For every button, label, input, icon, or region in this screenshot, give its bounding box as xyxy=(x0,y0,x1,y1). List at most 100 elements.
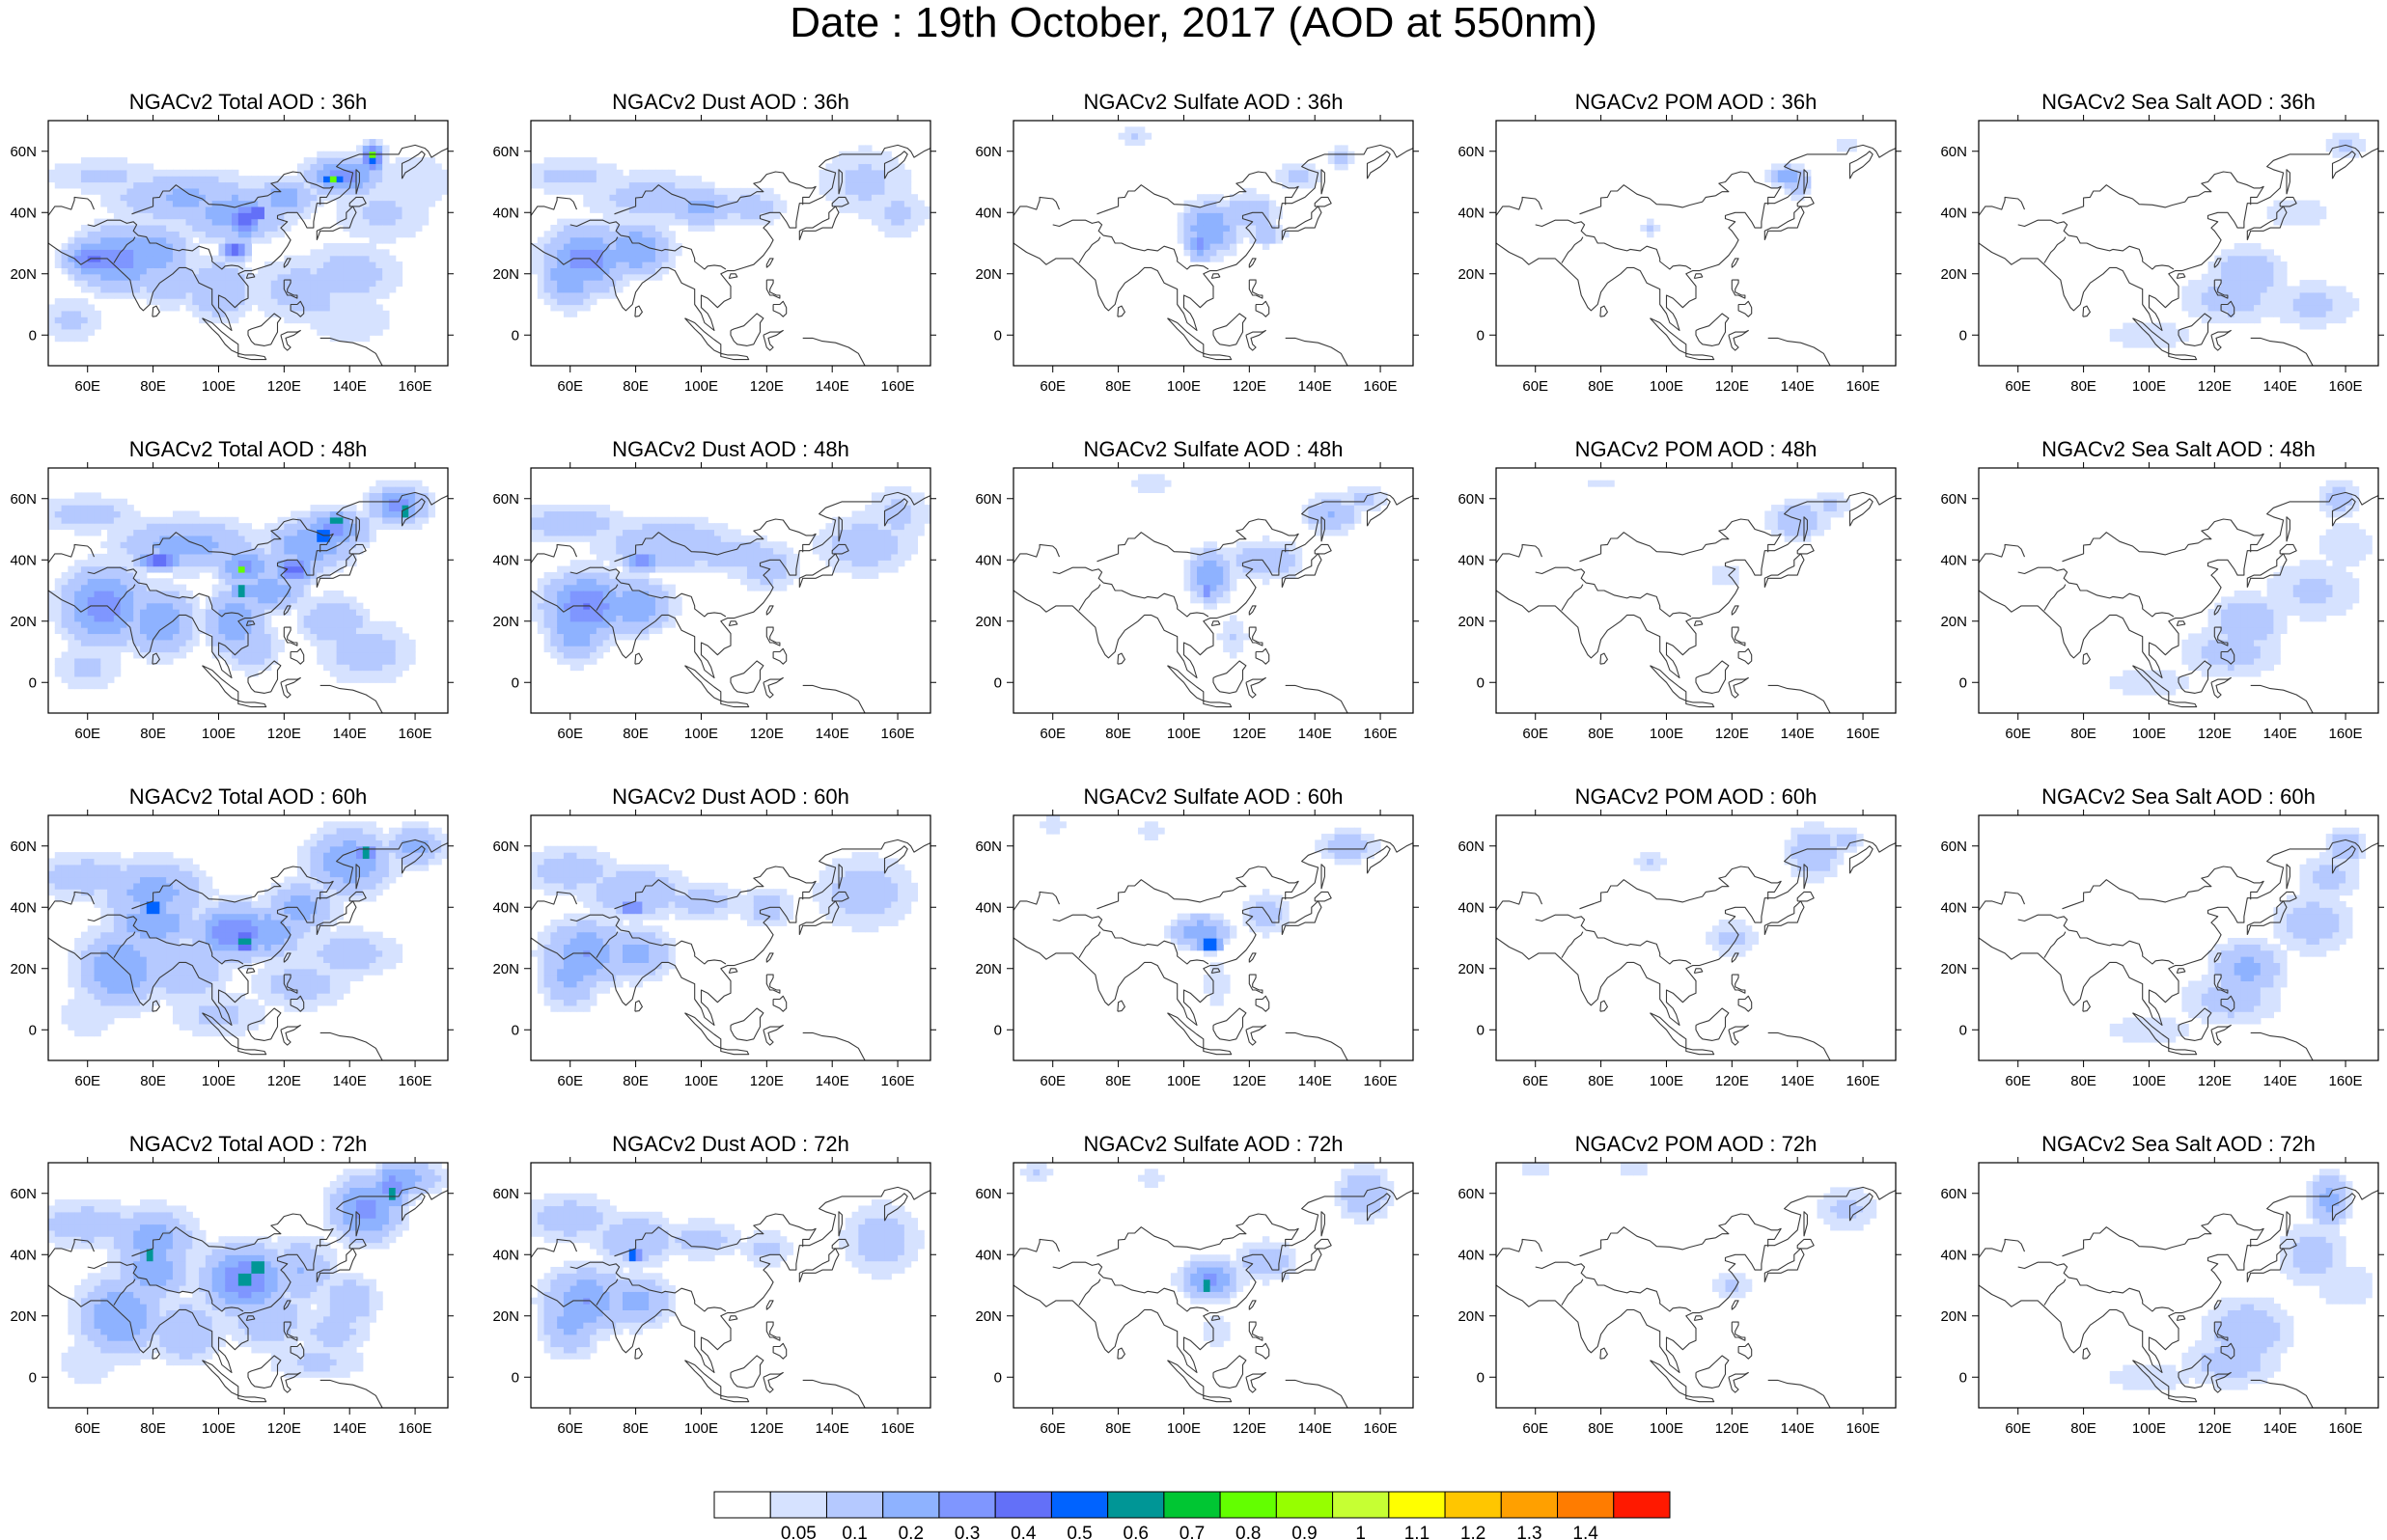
lat-tick-label: 40N xyxy=(1457,205,1485,221)
map-frame xyxy=(47,814,449,1061)
colorbar-label: 0.8 xyxy=(1235,1524,1261,1540)
colorbar-label: 0.05 xyxy=(781,1524,817,1540)
map-panel-dust-36h: NGACv2 Dust AOD : 36h 60E 80E 100E 120E 140E 1… xyxy=(492,90,936,395)
lon-tick-label: 60E xyxy=(74,1073,100,1089)
coastlines xyxy=(48,1186,448,1408)
lon-tick-label: 140E xyxy=(1781,1073,1815,1089)
lon-tick-label: 120E xyxy=(750,1073,784,1089)
lon-tick-label: 140E xyxy=(1298,378,1332,395)
lon-tick-label: 160E xyxy=(881,378,915,395)
panel-title: NGACv2 Total AOD : 48h xyxy=(129,437,368,461)
panel-title: NGACv2 Total AOD : 36h xyxy=(129,90,368,114)
lon-tick-label: 160E xyxy=(1364,378,1398,395)
colorbar-label: 1.2 xyxy=(1460,1524,1485,1540)
lat-tick-label: 0 xyxy=(994,1022,1002,1038)
map-panel-seasalt-48h: NGACv2 Sea Salt AOD : 48h 60E 80E 100E 120E 1… xyxy=(1940,437,2384,742)
colorbar-label: 0.6 xyxy=(1124,1524,1149,1540)
colorbar-label: 0.9 xyxy=(1291,1524,1317,1540)
lon-tick-label: 60E xyxy=(74,378,100,395)
colorbar-label: 0.2 xyxy=(899,1524,924,1540)
lon-tick-label: 120E xyxy=(2198,1420,2232,1437)
map-frame xyxy=(530,467,931,714)
coastlines xyxy=(1013,491,1413,713)
lat-tick-label: 20N xyxy=(1940,614,1967,630)
lat-tick-label: 60N xyxy=(1940,491,1967,508)
panel-title: NGACv2 Sulfate AOD : 36h xyxy=(1083,90,1343,114)
lon-tick-label: 100E xyxy=(202,726,236,742)
lat-tick-label: 20N xyxy=(975,1308,1002,1325)
aod-field xyxy=(531,1193,925,1360)
lon-tick-label: 100E xyxy=(1650,1420,1683,1437)
lon-tick-label: 60E xyxy=(1522,1420,1548,1437)
lon-tick-label: 100E xyxy=(202,1073,236,1089)
aod-field xyxy=(48,821,448,1037)
lon-tick-label: 80E xyxy=(2070,1420,2096,1437)
lat-tick-label: 40N xyxy=(1940,552,1967,568)
lon-tick-label: 80E xyxy=(1588,1420,1614,1437)
lon-tick-label: 60E xyxy=(1040,726,1066,742)
aod-field xyxy=(2109,827,2367,1043)
lon-tick-label: 120E xyxy=(1715,1420,1749,1437)
coastlines xyxy=(1013,1186,1413,1408)
panel-title: NGACv2 Sea Salt AOD : 72h xyxy=(2041,1132,2316,1156)
lat-tick-label: 0 xyxy=(1477,1369,1485,1386)
aod-field xyxy=(48,480,436,690)
aod-field xyxy=(1522,1163,1877,1299)
lon-tick-label: 120E xyxy=(2198,1073,2232,1089)
lon-tick-label: 100E xyxy=(1650,1073,1683,1089)
map-frame xyxy=(47,1162,449,1409)
aod-field xyxy=(531,486,930,672)
lat-tick-label: 40N xyxy=(1457,552,1485,568)
aod-field xyxy=(531,845,919,1012)
lon-tick-label: 80E xyxy=(140,378,166,395)
lon-tick-label: 120E xyxy=(1233,1073,1266,1089)
map-panel-seasalt-72h: NGACv2 Sea Salt AOD : 72h 60E 80E 100E 120E 1… xyxy=(1940,1132,2384,1437)
colorbar-cell xyxy=(938,1491,996,1519)
lon-tick-label: 80E xyxy=(140,726,166,742)
coastlines xyxy=(1496,839,1896,1060)
map-panel-total-72h: NGACv2 Total AOD : 72h 60E 80E 100E 120E 140E… xyxy=(10,1132,454,1437)
lon-tick-label: 120E xyxy=(267,726,301,742)
lon-tick-label: 100E xyxy=(1650,378,1683,395)
lon-tick-label: 120E xyxy=(1233,378,1266,395)
lon-tick-label: 60E xyxy=(557,378,583,395)
lon-tick-label: 60E xyxy=(74,726,100,742)
lon-tick-label: 60E xyxy=(1040,1420,1066,1437)
lon-tick-label: 100E xyxy=(2132,726,2166,742)
lon-tick-label: 100E xyxy=(1167,726,1201,742)
lon-tick-label: 100E xyxy=(684,726,718,742)
lat-tick-label: 0 xyxy=(29,1022,37,1038)
map-panel-sulfate-36h: NGACv2 Sulfate AOD : 36h 60E 80E 100E 120E 14… xyxy=(975,90,1419,395)
lon-tick-label: 140E xyxy=(333,378,367,395)
colorbar-cell xyxy=(1163,1491,1221,1519)
colorbar-cell xyxy=(1275,1491,1334,1519)
lat-tick-label: 40N xyxy=(975,552,1002,568)
lon-tick-label: 80E xyxy=(2070,1073,2096,1089)
colorbar-cell xyxy=(994,1491,1052,1519)
lat-tick-label: 0 xyxy=(512,674,519,691)
lon-tick-label: 160E xyxy=(399,1073,432,1089)
lon-tick-label: 160E xyxy=(1846,1073,1880,1089)
lon-tick-label: 160E xyxy=(1364,1420,1398,1437)
map-frame xyxy=(530,814,931,1061)
lat-tick-label: 60N xyxy=(975,1186,1002,1202)
lon-tick-label: 160E xyxy=(399,726,432,742)
lon-tick-label: 100E xyxy=(1167,1073,1201,1089)
lon-tick-label: 140E xyxy=(333,1073,367,1089)
lat-tick-label: 20N xyxy=(1940,961,1967,977)
lon-tick-label: 140E xyxy=(1781,378,1815,395)
lat-tick-label: 40N xyxy=(492,552,519,568)
lon-tick-label: 160E xyxy=(2329,1420,2363,1437)
lat-tick-label: 0 xyxy=(512,327,519,344)
map-panel-total-48h: NGACv2 Total AOD : 48h 60E 80E 100E 120E 140E… xyxy=(10,437,454,742)
map-frame xyxy=(1495,120,1897,367)
lat-tick-label: 60N xyxy=(1940,144,1967,160)
lat-tick-label: 40N xyxy=(1940,205,1967,221)
main-title: Date : 19th October, 2017 (AOD at 550nm) xyxy=(790,0,1597,46)
coastlines xyxy=(1496,144,1896,366)
colorbar-label: 1.1 xyxy=(1404,1524,1429,1540)
lon-tick-label: 80E xyxy=(2070,726,2096,742)
map-panel-sulfate-72h: NGACv2 Sulfate AOD : 72h 60E 80E 100E 120E 14… xyxy=(975,1132,1419,1437)
panel-title: NGACv2 POM AOD : 48h xyxy=(1575,437,1818,461)
lat-tick-label: 20N xyxy=(1457,266,1485,283)
